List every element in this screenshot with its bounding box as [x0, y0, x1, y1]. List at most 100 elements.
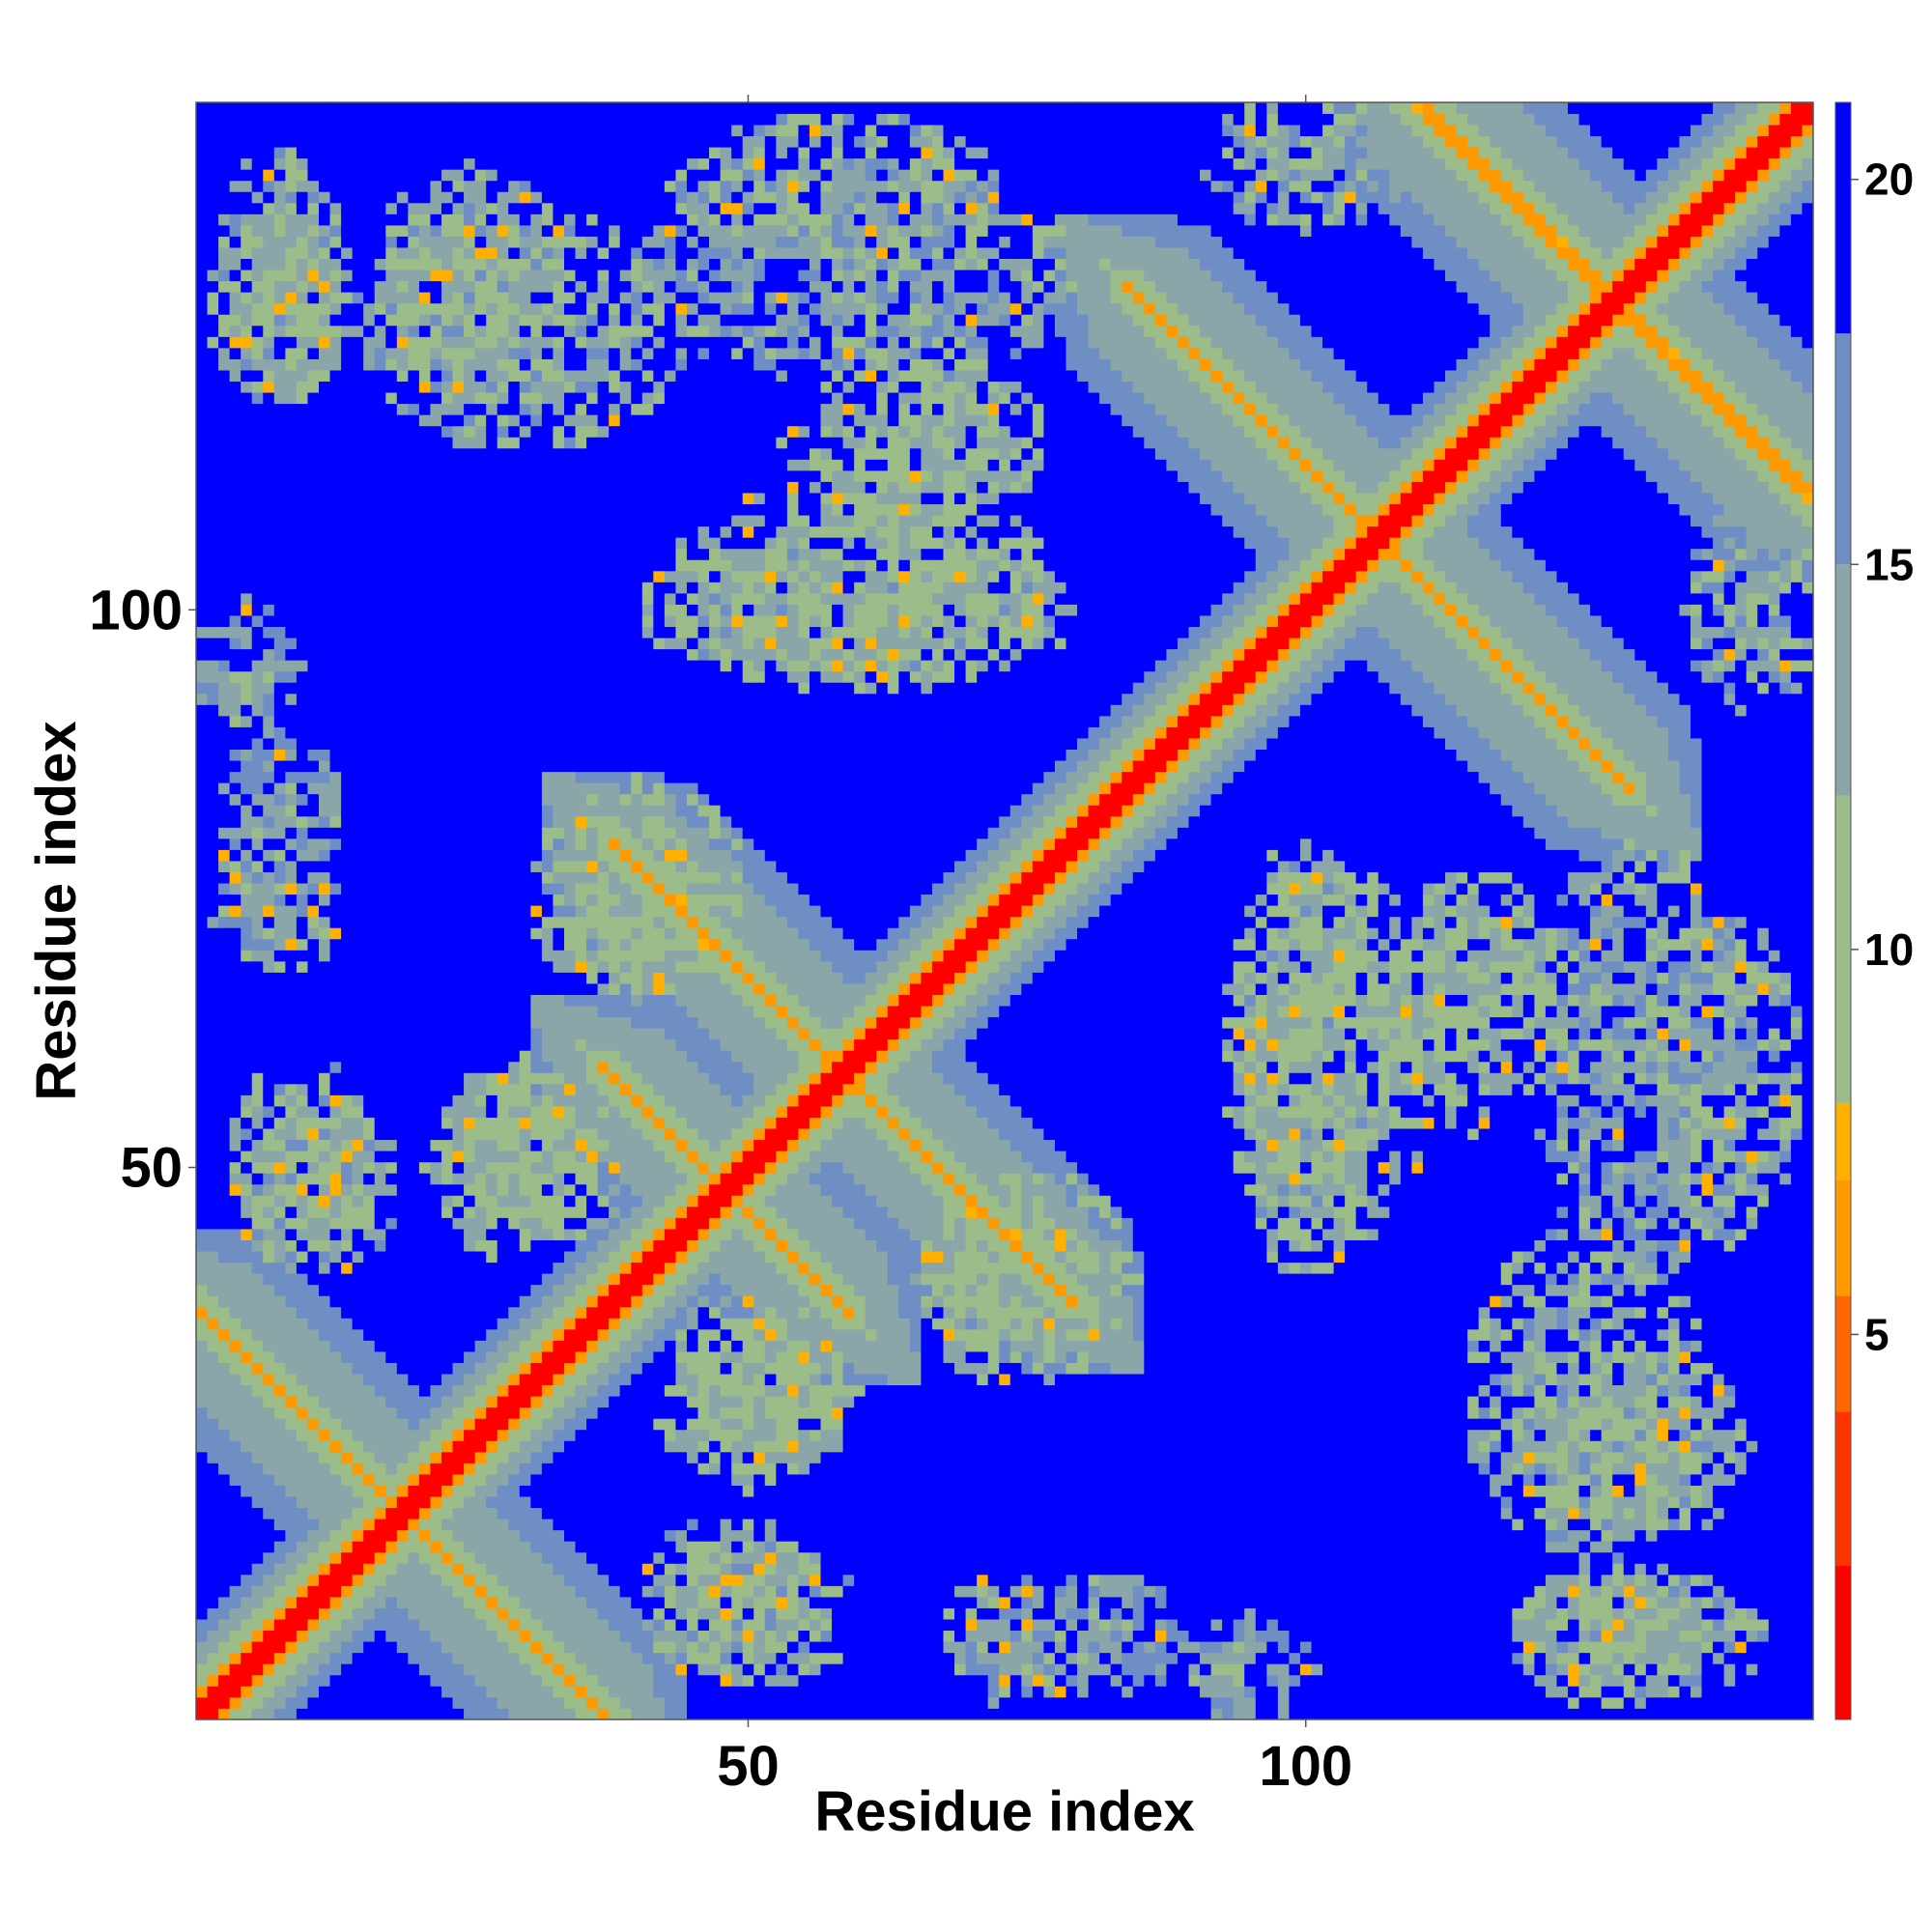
heatmap-cell	[375, 1653, 386, 1664]
heatmap-cell	[464, 147, 475, 158]
heatmap-cell	[297, 414, 308, 426]
heatmap-cell	[564, 382, 576, 393]
heatmap-cell	[564, 1263, 576, 1274]
heatmap-cell	[397, 1307, 409, 1319]
heatmap-cell	[520, 1541, 531, 1552]
heatmap-cell	[385, 1173, 397, 1184]
heatmap-cell	[353, 1675, 364, 1687]
heatmap-cell	[274, 772, 286, 783]
heatmap-cell	[330, 861, 342, 872]
heatmap-cell	[353, 102, 364, 114]
heatmap-cell	[307, 1440, 319, 1452]
heatmap-cell	[397, 1084, 409, 1095]
heatmap-cell	[441, 1530, 453, 1542]
heatmap-cell	[397, 816, 409, 828]
heatmap-cell	[241, 459, 252, 470]
heatmap-cell	[375, 1597, 386, 1608]
heatmap-cell	[475, 1340, 487, 1351]
heatmap-cell	[208, 1094, 219, 1106]
heatmap-cell	[497, 336, 509, 348]
heatmap-cell	[542, 426, 554, 438]
heatmap-cell	[441, 782, 453, 794]
heatmap-cell	[530, 704, 542, 716]
heatmap-cell	[486, 225, 497, 237]
heatmap-cell	[508, 237, 520, 248]
heatmap-cell	[307, 582, 319, 593]
heatmap-cell	[263, 537, 274, 549]
heatmap-cell	[542, 281, 554, 293]
heatmap-cell	[285, 638, 297, 649]
heatmap-cell	[430, 1050, 441, 1062]
heatmap-cell	[520, 1374, 531, 1385]
heatmap-cell	[419, 515, 431, 526]
heatmap-cell	[453, 1195, 465, 1207]
heatmap-cell	[520, 1563, 531, 1575]
heatmap-cell	[252, 939, 264, 951]
heatmap-cell	[497, 1028, 509, 1039]
heatmap-cell	[564, 861, 576, 872]
heatmap-cell	[307, 493, 319, 504]
heatmap-cell	[196, 1363, 208, 1375]
heatmap-cell	[285, 905, 297, 917]
heatmap-cell	[319, 1686, 330, 1697]
heatmap-cell	[520, 671, 531, 683]
heatmap-cell	[475, 225, 487, 237]
heatmap-cell	[363, 348, 375, 359]
heatmap-cell	[297, 225, 308, 237]
heatmap-cell	[252, 270, 264, 281]
heatmap-cell	[274, 1563, 286, 1575]
heatmap-cell	[475, 359, 487, 371]
heatmap-cell	[218, 1151, 230, 1162]
heatmap-cell	[486, 615, 497, 627]
heatmap-cell	[430, 1151, 441, 1162]
heatmap-cell	[263, 927, 274, 939]
heatmap-cell	[263, 247, 274, 259]
heatmap-cell	[397, 1173, 409, 1184]
heatmap-cell	[375, 1631, 386, 1642]
heatmap-cell	[475, 526, 487, 538]
heatmap-cell	[375, 1151, 386, 1162]
heatmap-cell	[408, 259, 419, 270]
heatmap-cell	[508, 1318, 520, 1329]
heatmap-cell	[196, 660, 208, 671]
heatmap-cell	[241, 638, 252, 649]
heatmap-cell	[408, 805, 419, 816]
heatmap-cell	[530, 1407, 542, 1419]
heatmap-cell	[408, 1295, 419, 1307]
heatmap-cell	[397, 593, 409, 605]
heatmap-cell	[330, 983, 342, 995]
heatmap-cell	[419, 326, 431, 337]
heatmap-cell	[497, 1496, 509, 1508]
heatmap-cell	[453, 1251, 465, 1263]
heatmap-cell	[530, 905, 542, 917]
heatmap-cell	[263, 582, 274, 593]
heatmap-cell	[464, 1240, 475, 1252]
heatmap-cell	[553, 1318, 564, 1329]
heatmap-cell	[486, 448, 497, 460]
heatmap-cell	[385, 213, 397, 225]
heatmap-cell	[274, 1575, 286, 1586]
heatmap-cell	[297, 827, 308, 838]
heatmap-cell	[285, 549, 297, 560]
heatmap-cell	[307, 1307, 319, 1319]
heatmap-cell	[363, 292, 375, 303]
heatmap-cell	[441, 1072, 453, 1084]
heatmap-cell	[252, 326, 264, 337]
heatmap-cell	[576, 1663, 587, 1675]
heatmap-cell	[464, 983, 475, 995]
heatmap-cell	[252, 504, 264, 516]
heatmap-cell	[252, 905, 264, 917]
heatmap-cell	[307, 1195, 319, 1207]
heatmap-cell	[274, 1653, 286, 1664]
heatmap-cell	[542, 727, 554, 739]
heatmap-cell	[385, 1151, 397, 1162]
heatmap-cell	[453, 895, 465, 906]
heatmap-cell	[208, 1128, 219, 1140]
heatmap-cell	[530, 270, 542, 281]
heatmap-cell	[385, 1631, 397, 1642]
heatmap-cell	[218, 359, 230, 371]
heatmap-cell	[397, 526, 409, 538]
heatmap-cell	[341, 414, 353, 426]
heatmap-cell	[274, 1608, 286, 1620]
heatmap-cell	[263, 549, 274, 560]
